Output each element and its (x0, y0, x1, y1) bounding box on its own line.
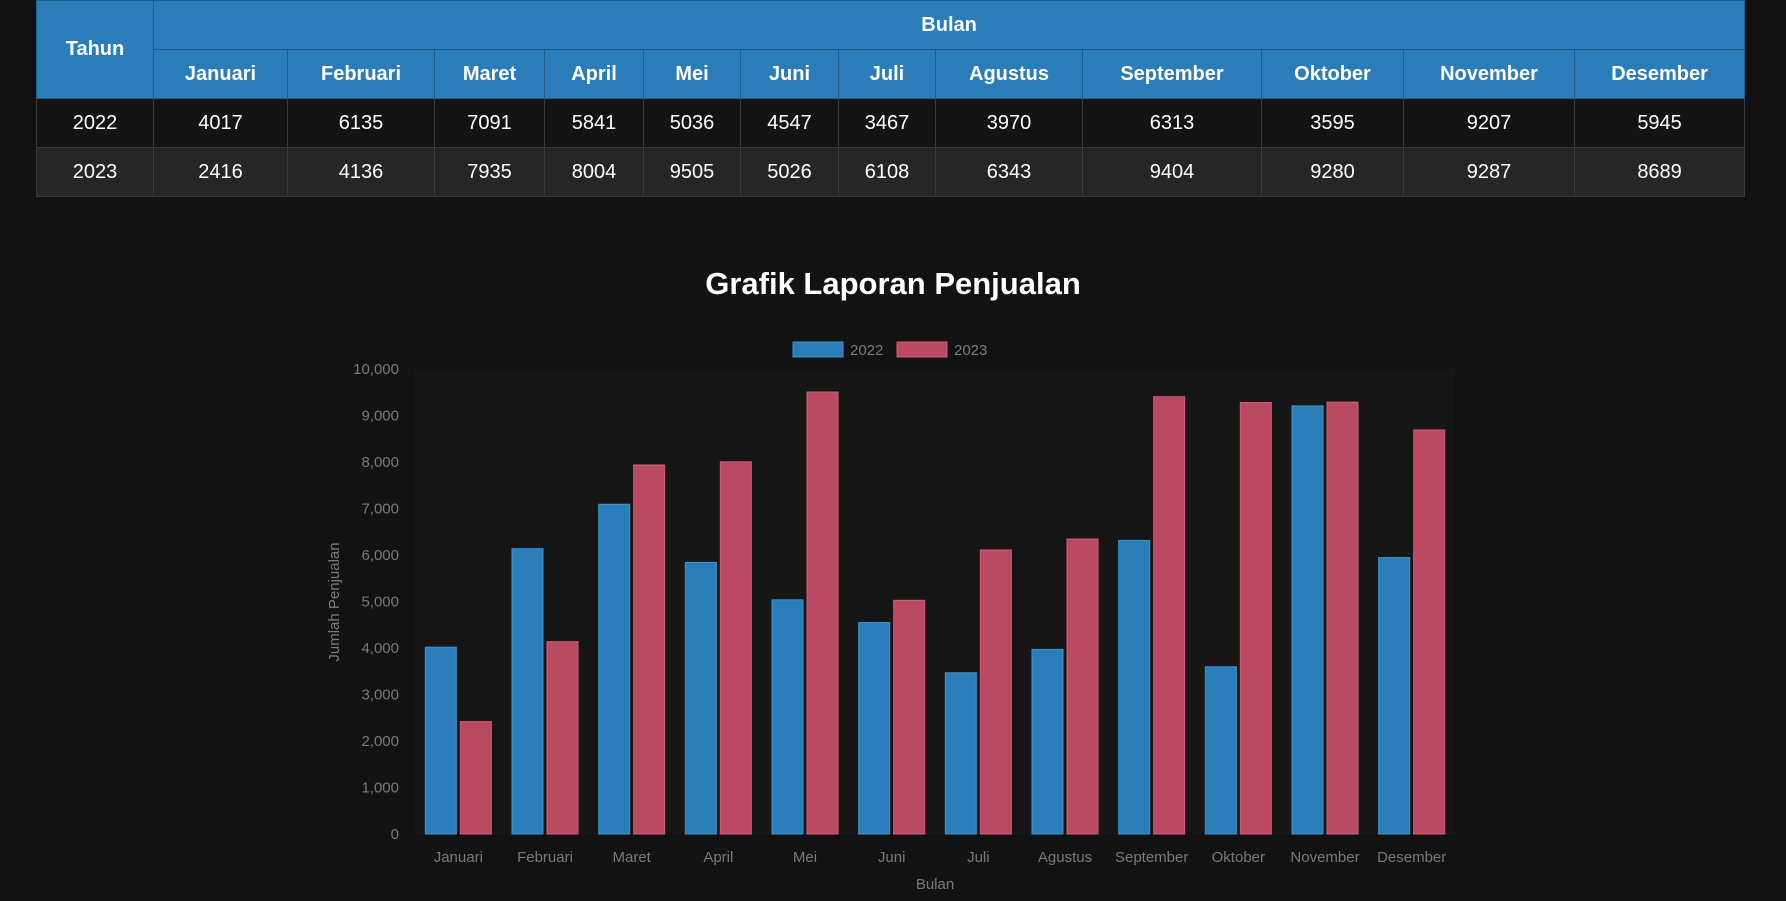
x-tick-label: September (1115, 849, 1188, 866)
cell-value: 9280 (1261, 147, 1404, 197)
bar-2022-januari (424, 646, 457, 835)
cell-value: 6343 (935, 147, 1083, 197)
bar-2023-februari (546, 641, 579, 835)
cell-value: 7091 (434, 98, 545, 148)
cell-value: 5841 (544, 98, 644, 148)
legend-swatch-2022 (792, 341, 844, 358)
cell-value: 8004 (544, 147, 644, 197)
table-row: 2022 4017 6135 7091 5841 5036 4547 3467 3970 6313… (36, 98, 1746, 148)
y-tick-label: 2,000 (361, 733, 399, 750)
bar-2022-agustus (1031, 648, 1064, 835)
legend-label-2022: 2022 (850, 342, 883, 359)
header-month-september: September (1082, 49, 1262, 99)
cell-value: 5945 (1573, 98, 1746, 148)
bar-2022-februari (511, 548, 544, 835)
cell-value: 3970 (935, 98, 1083, 148)
cell-value: 6108 (838, 147, 936, 197)
cell-value: 2416 (153, 147, 288, 197)
header-month-agustus: Agustus (935, 49, 1083, 99)
y-tick-label: 5,000 (361, 594, 399, 611)
cell-value: 6313 (1082, 98, 1262, 148)
x-tick-label: Maret (612, 849, 651, 866)
x-axis-title: Bulan (916, 876, 954, 893)
cell-value: 8689 (1573, 147, 1746, 197)
y-tick-label: 8,000 (361, 454, 399, 471)
bar-2023-juni (893, 599, 926, 835)
y-tick-label: 0 (391, 826, 399, 843)
x-tick-label: Oktober (1212, 849, 1265, 866)
y-tick-label: 10,000 (353, 361, 399, 378)
legend-label-2023: 2023 (954, 342, 987, 359)
header-month-maret: Maret (434, 49, 545, 99)
header-month-februari: Februari (287, 49, 435, 99)
bar-2022-oktober (1204, 666, 1237, 835)
cell-year: 2023 (36, 147, 154, 197)
x-tick-label: Februari (517, 849, 573, 866)
bar-2023-maret (633, 464, 666, 835)
cell-value: 5036 (643, 98, 741, 148)
y-tick-label: 6,000 (361, 547, 399, 564)
cell-value: 4547 (740, 98, 839, 148)
cell-value: 9404 (1082, 147, 1262, 197)
bar-2022-april (684, 561, 717, 835)
cell-year: 2022 (36, 98, 154, 148)
x-tick-label: Januari (434, 849, 483, 866)
cell-value: 7935 (434, 147, 545, 197)
header-month-november: November (1403, 49, 1575, 99)
header-month-mei: Mei (643, 49, 741, 99)
x-tick-label: Juli (967, 849, 990, 866)
y-tick-label: 9,000 (361, 408, 399, 425)
cell-value: 4136 (287, 147, 435, 197)
plot-area (415, 369, 1455, 834)
header-month-juli: Juli (838, 49, 936, 99)
header-month-juni: Juni (740, 49, 839, 99)
bar-2022-maret (598, 503, 631, 835)
header-month-desember: Desember (1573, 49, 1746, 99)
y-tick-label: 3,000 (361, 687, 399, 704)
bar-2022-september (1118, 539, 1151, 835)
bar-2022-november (1291, 405, 1324, 835)
bar-2023-agustus (1066, 538, 1099, 835)
y-tick-label: 7,000 (361, 501, 399, 518)
y-axis-title: Jumlah Penjualan (326, 542, 343, 661)
bar-2023-oktober (1239, 401, 1272, 835)
x-tick-label: Juni (878, 849, 906, 866)
x-tick-label: Desember (1377, 849, 1446, 866)
cell-value: 9505 (643, 147, 741, 197)
x-tick-label: April (703, 849, 733, 866)
cell-value: 9207 (1403, 98, 1575, 148)
cell-value: 9287 (1403, 147, 1575, 197)
sales-table: Tahun Bulan Januari Februari Maret April Mei… (36, 0, 1746, 197)
y-tick-label: 1,000 (361, 780, 399, 797)
chart-title: Grafik Laporan Penjualan (705, 266, 1081, 301)
bar-2022-juli (944, 672, 977, 835)
legend-swatch-2023 (896, 341, 948, 358)
header-month-april: April (544, 49, 644, 99)
header-month-group: Bulan (152, 0, 1746, 50)
bar-2023-september (1153, 396, 1186, 835)
bar-2022-mei (771, 599, 804, 835)
cell-value: 3467 (838, 98, 936, 148)
y-tick-label: 4,000 (361, 640, 399, 657)
cell-value: 3595 (1261, 98, 1404, 148)
bar-2023-januari (459, 721, 492, 835)
bar-2023-desember (1413, 429, 1446, 835)
header-month-oktober: Oktober (1261, 49, 1404, 99)
bar-2023-april (719, 461, 752, 835)
cell-value: 5026 (740, 147, 839, 197)
bar-2023-mei (806, 391, 839, 835)
bar-2022-juni (858, 622, 891, 835)
x-tick-label: Agustus (1038, 849, 1092, 866)
bar-2022-desember (1378, 557, 1411, 835)
bar-2023-juli (979, 549, 1012, 835)
x-tick-label: November (1290, 849, 1359, 866)
bar-2023-november (1326, 401, 1359, 835)
x-tick-label: Mei (793, 849, 817, 866)
header-year: Tahun (36, 0, 154, 99)
table-row: 2023 2416 4136 7935 8004 9505 5026 6108 6343 9404… (36, 147, 1746, 197)
